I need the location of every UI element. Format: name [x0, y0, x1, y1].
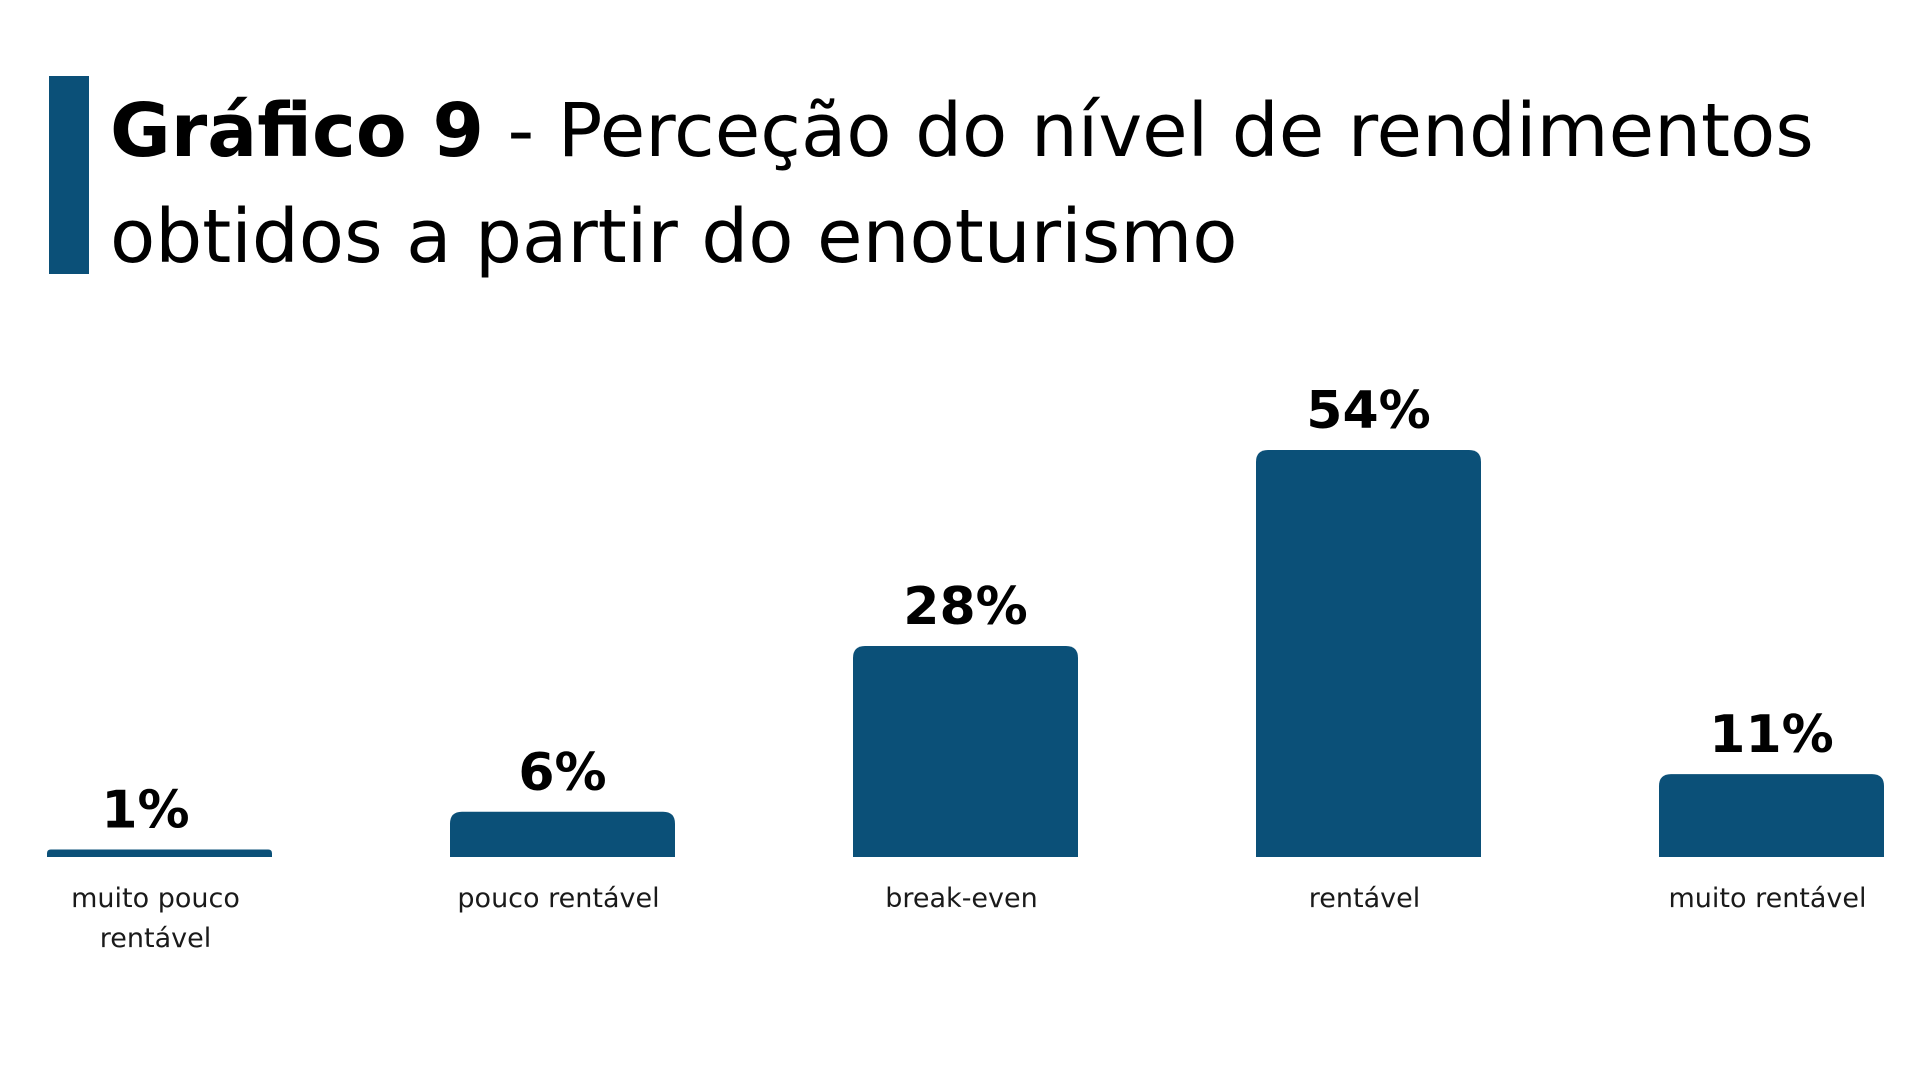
- value-label-0: 1%: [101, 780, 189, 840]
- value-labels-group: 1% 6% 28% 54% 11%: [101, 381, 1833, 840]
- category-label-0-line-1: rentável: [100, 923, 211, 954]
- bar-4: [1659, 774, 1884, 857]
- category-label-2: break-even: [885, 883, 1038, 914]
- value-label-4: 11%: [1709, 705, 1833, 765]
- category-label-3: rentável: [1309, 883, 1420, 914]
- category-label-1: pouco rentável: [457, 883, 659, 914]
- value-label-2: 28%: [903, 577, 1027, 637]
- category-labels-group: muito pouco rentável pouco rentável break-e…: [71, 883, 1866, 954]
- bar-2: [853, 645, 1078, 857]
- value-label-1: 6%: [518, 743, 606, 803]
- bars-group: [47, 450, 1884, 857]
- category-label-4: muito rentável: [1668, 883, 1866, 914]
- bar-1: [450, 811, 675, 857]
- category-label-0-line-0: muito pouco: [71, 883, 240, 914]
- title-accent-bar: [49, 76, 89, 274]
- chart-title: Gráfico 9 - Perceção do nível de rendime…: [110, 78, 1900, 290]
- chart-title-number: Gráfico 9: [110, 88, 484, 174]
- bar-0: [47, 849, 272, 857]
- bar-3: [1256, 450, 1481, 857]
- chart-title-text: - Perceção do nível de rendimentos obtid…: [110, 88, 1814, 280]
- value-label-3: 54%: [1306, 381, 1430, 441]
